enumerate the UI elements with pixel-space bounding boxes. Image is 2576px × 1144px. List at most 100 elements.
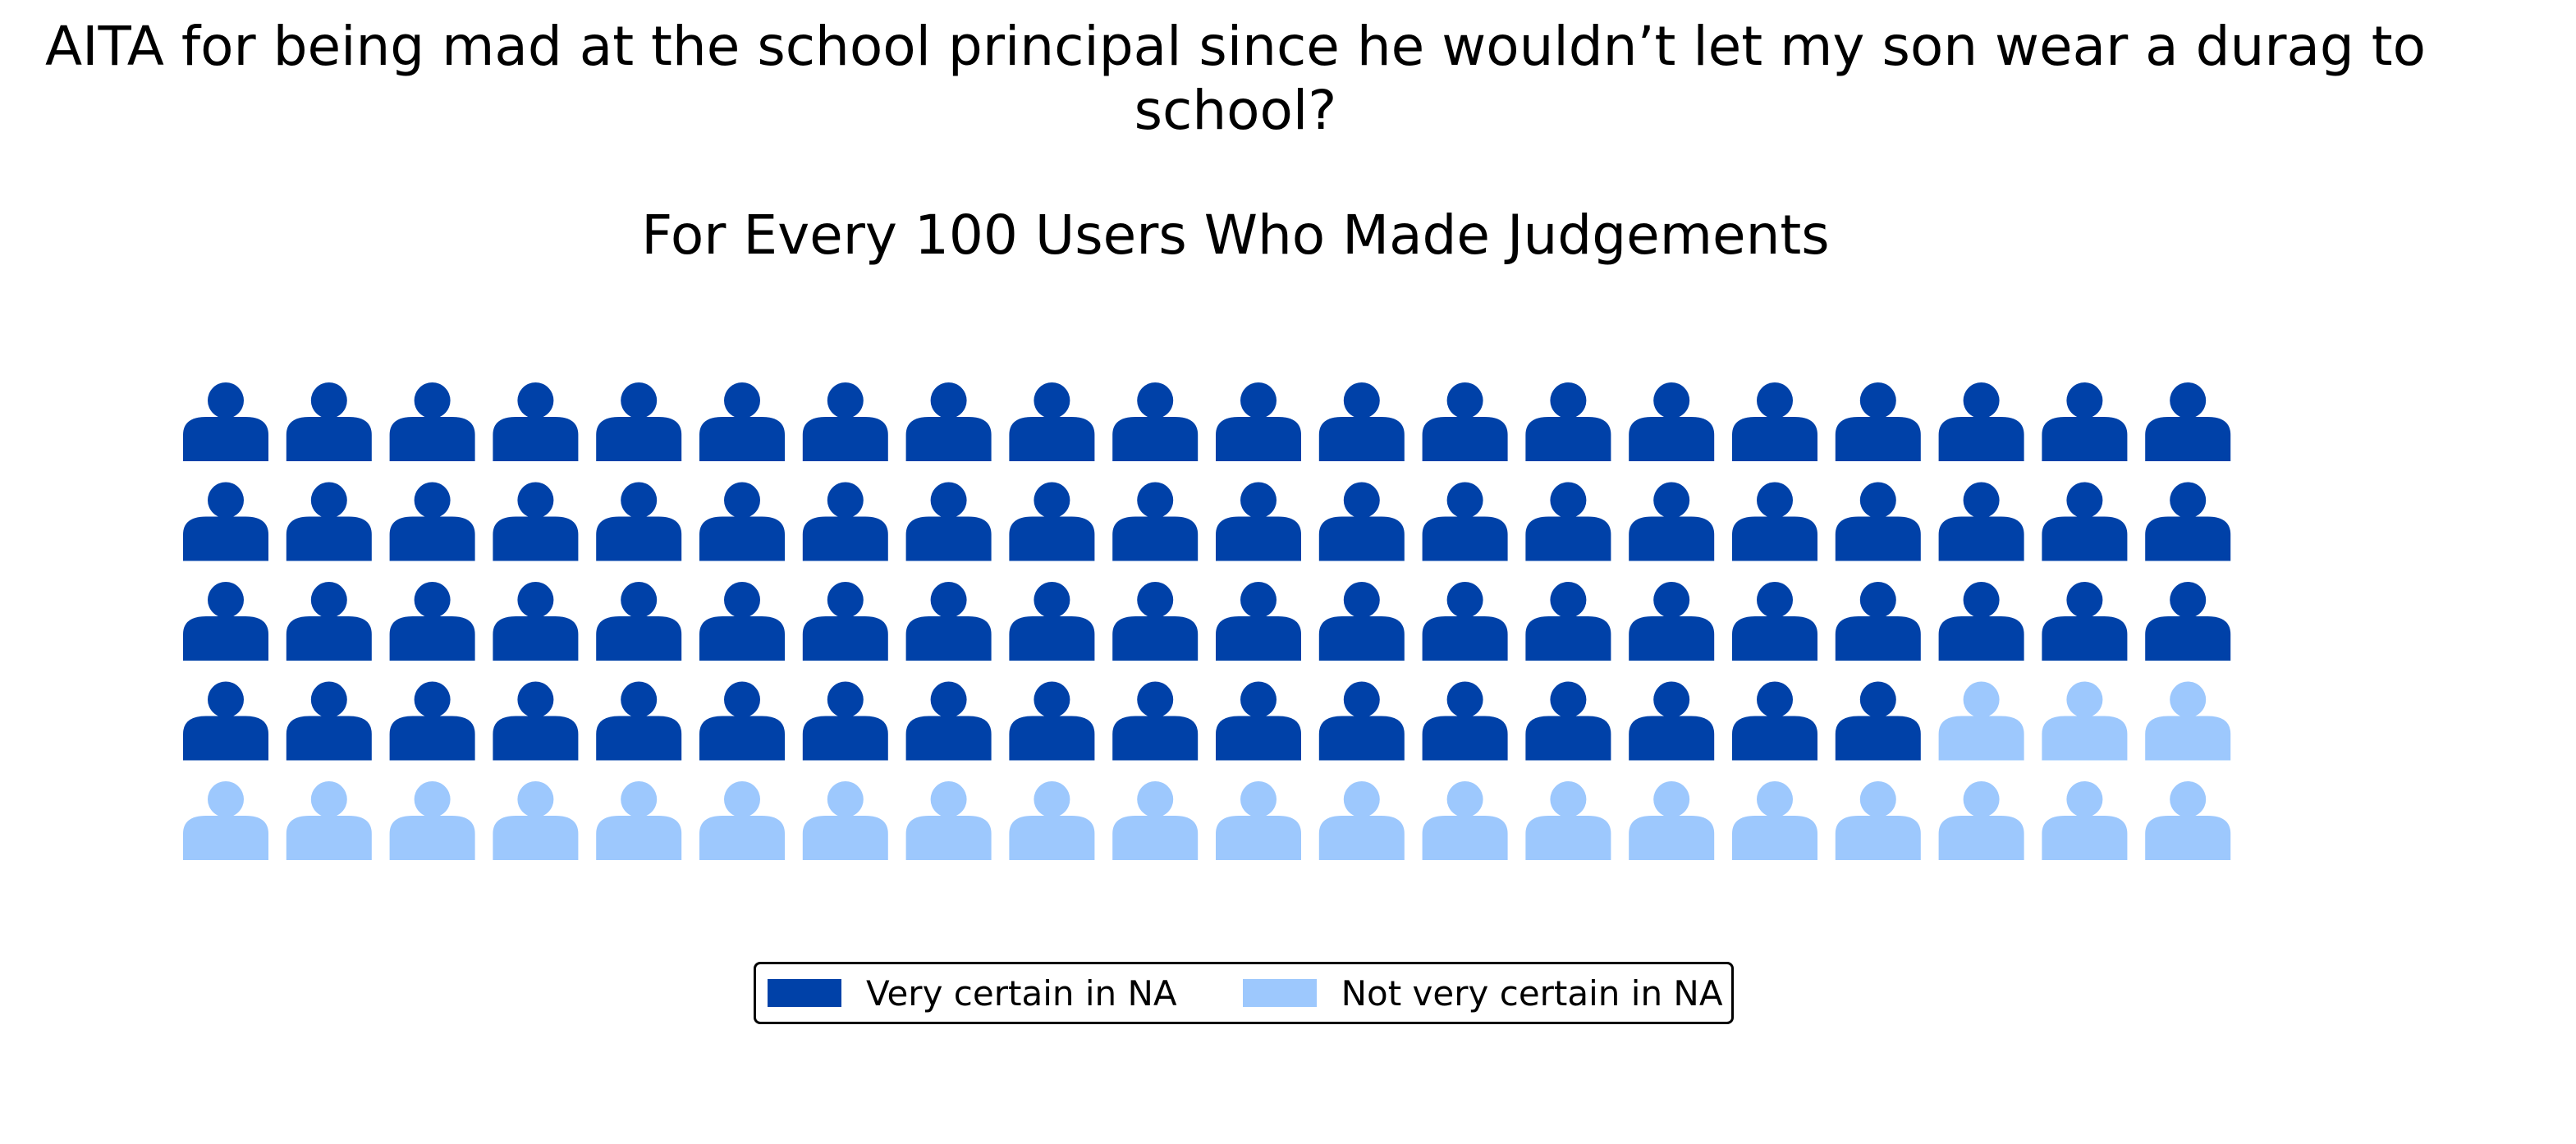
person-icon bbox=[1318, 482, 1405, 561]
person-icon bbox=[286, 681, 372, 761]
legend-swatch-not-very-certain bbox=[1242, 979, 1317, 1007]
legend-label-not-very-certain: Not very certain in NA bbox=[1341, 972, 1723, 1014]
person-icon bbox=[2145, 681, 2231, 761]
person-icon bbox=[1216, 382, 1301, 461]
person-icon bbox=[699, 781, 785, 860]
person-icon bbox=[493, 382, 579, 461]
person-icon bbox=[905, 681, 992, 761]
person-icon bbox=[1318, 681, 1405, 761]
person-icon bbox=[802, 382, 888, 461]
person-icon bbox=[1732, 482, 1817, 561]
person-icon bbox=[1009, 582, 1095, 661]
person-icon bbox=[1216, 781, 1301, 860]
person-icon bbox=[2145, 482, 2231, 561]
person-icon bbox=[1422, 382, 1508, 461]
person-icon bbox=[286, 781, 372, 860]
person-icon bbox=[1525, 781, 1611, 860]
person-icon bbox=[905, 582, 992, 661]
legend-label-very-certain: Very certain in NA bbox=[866, 972, 1177, 1014]
person-icon bbox=[389, 582, 475, 661]
person-icon bbox=[1422, 681, 1508, 761]
person-icon bbox=[1938, 482, 2024, 561]
person-icon bbox=[286, 482, 372, 561]
person-icon bbox=[2042, 582, 2128, 661]
person-icon bbox=[1009, 482, 1095, 561]
person-icon bbox=[905, 781, 992, 860]
person-icon bbox=[1938, 582, 2024, 661]
chart-subtitle: For Every 100 Users Who Made Judgements bbox=[641, 204, 1830, 267]
person-icon bbox=[2145, 582, 2231, 661]
person-icon bbox=[183, 781, 268, 860]
person-icon bbox=[1629, 482, 1715, 561]
chart-title: AITA for being mad at the school princip… bbox=[44, 15, 2427, 142]
person-icon bbox=[493, 781, 579, 860]
person-icon bbox=[389, 781, 475, 860]
person-icon bbox=[1732, 681, 1817, 761]
person-icon bbox=[493, 582, 579, 661]
person-icon bbox=[699, 482, 785, 561]
person-icon bbox=[699, 382, 785, 461]
person-icon bbox=[1732, 781, 1817, 860]
person-icon bbox=[905, 482, 992, 561]
person-icon bbox=[1629, 681, 1715, 761]
person-icon bbox=[699, 681, 785, 761]
person-icon bbox=[596, 781, 682, 860]
person-icon bbox=[1835, 382, 1921, 461]
person-icon bbox=[1216, 482, 1301, 561]
person-icon bbox=[596, 681, 682, 761]
person-icon bbox=[1009, 382, 1095, 461]
person-icon bbox=[1009, 781, 1095, 860]
person-icon bbox=[389, 482, 475, 561]
person-icon bbox=[2042, 382, 2128, 461]
person-icon bbox=[1732, 582, 1817, 661]
person-icon bbox=[183, 482, 268, 561]
person-icon bbox=[596, 582, 682, 661]
person-icon bbox=[1835, 582, 1921, 661]
person-icon bbox=[1525, 582, 1611, 661]
person-icon bbox=[1629, 382, 1715, 461]
person-icon bbox=[802, 582, 888, 661]
person-icon bbox=[596, 382, 682, 461]
person-icon bbox=[183, 582, 268, 661]
person-icon bbox=[1835, 781, 1921, 860]
person-icon bbox=[183, 382, 268, 461]
person-icon bbox=[1422, 781, 1508, 860]
person-icon bbox=[905, 382, 992, 461]
person-icon bbox=[1009, 681, 1095, 761]
person-icon bbox=[1318, 582, 1405, 661]
person-icon bbox=[1732, 382, 1817, 461]
person-icon bbox=[1835, 681, 1921, 761]
person-icon bbox=[802, 681, 888, 761]
person-icon bbox=[2042, 482, 2128, 561]
person-icon bbox=[1525, 681, 1611, 761]
legend: Very certain in NA Not very certain in N… bbox=[754, 962, 1734, 1024]
person-icon bbox=[1216, 582, 1301, 661]
person-icon bbox=[389, 382, 475, 461]
person-icon bbox=[802, 482, 888, 561]
person-icon bbox=[1216, 681, 1301, 761]
person-icon bbox=[1835, 482, 1921, 561]
person-icon bbox=[1112, 382, 1199, 461]
person-icon bbox=[183, 681, 268, 761]
person-icon bbox=[699, 582, 785, 661]
person-icon bbox=[1112, 681, 1199, 761]
person-icon bbox=[1318, 781, 1405, 860]
person-icon bbox=[1629, 582, 1715, 661]
person-icon bbox=[1318, 382, 1405, 461]
legend-item-not-very-certain: Not very certain in NA bbox=[1242, 972, 1723, 1014]
person-icon bbox=[2145, 781, 2231, 860]
person-icon bbox=[2042, 681, 2128, 761]
person-icon bbox=[1629, 781, 1715, 860]
legend-item-very-certain: Very certain in NA bbox=[768, 973, 1177, 1014]
person-icon bbox=[286, 582, 372, 661]
person-icon bbox=[1112, 781, 1199, 860]
person-icon bbox=[1112, 482, 1199, 561]
person-icon bbox=[1938, 681, 2024, 761]
person-icon bbox=[1938, 781, 2024, 860]
person-icon bbox=[1525, 482, 1611, 561]
legend-swatch-very-certain bbox=[768, 979, 841, 1007]
person-icon bbox=[2042, 781, 2128, 860]
person-icon bbox=[596, 482, 682, 561]
person-icon bbox=[1422, 482, 1508, 561]
